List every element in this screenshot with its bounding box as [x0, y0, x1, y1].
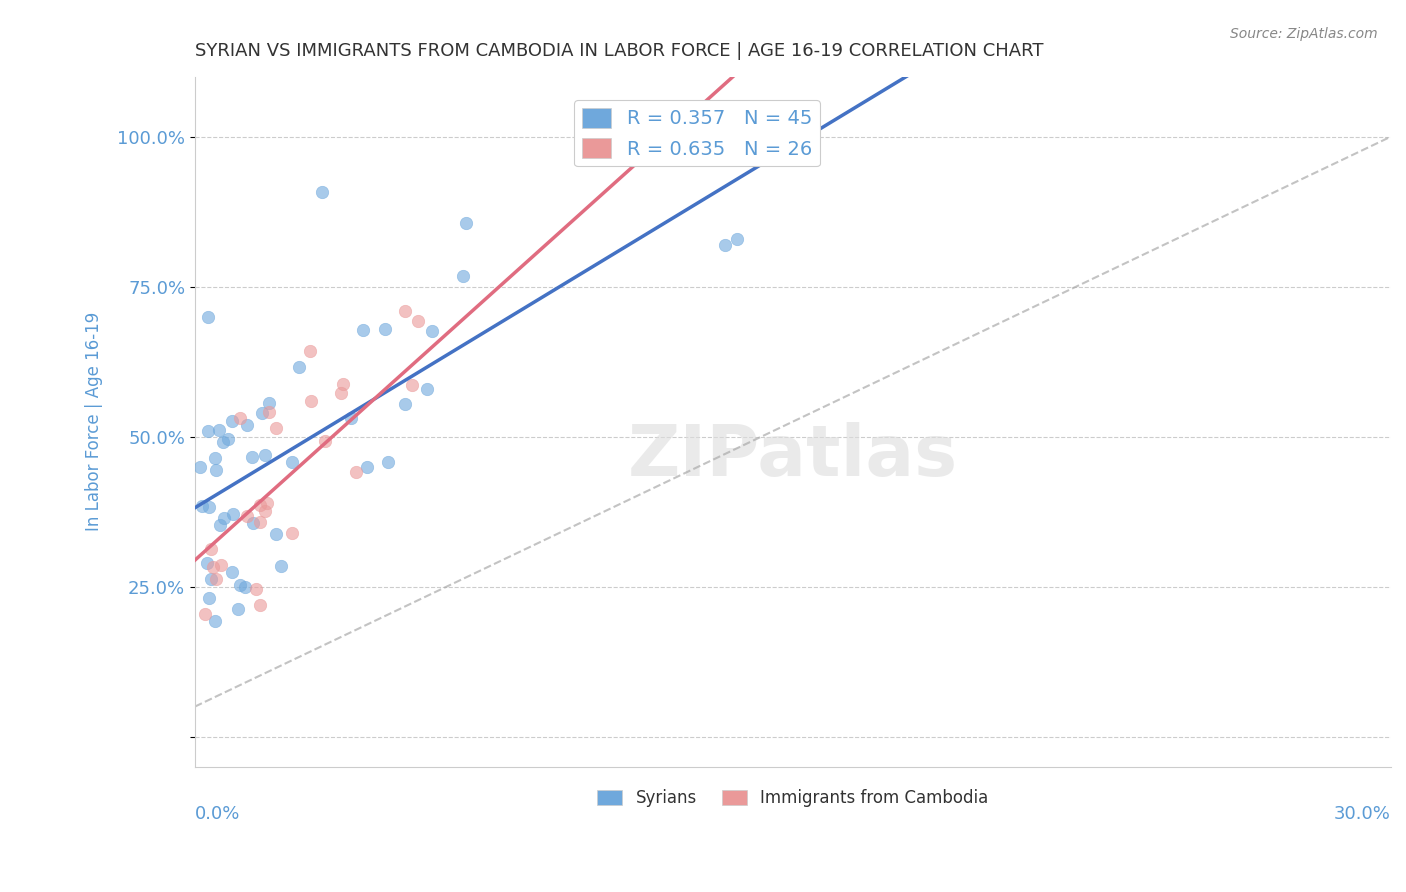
- Point: [287, 359, 309, 374]
- Point: [214, 511, 236, 525]
- Point: [311, 186, 333, 200]
- Point: [394, 397, 416, 411]
- Point: [264, 527, 287, 541]
- Text: 30.0%: 30.0%: [1334, 805, 1391, 823]
- Point: [416, 382, 439, 396]
- Y-axis label: In Labor Force | Age 16-19: In Labor Force | Age 16-19: [86, 312, 103, 532]
- Point: [200, 541, 222, 556]
- Point: [270, 559, 292, 574]
- Point: [236, 418, 259, 433]
- Point: [205, 572, 228, 586]
- Point: [208, 518, 231, 533]
- Point: [401, 378, 423, 392]
- Text: SYRIAN VS IMMIGRANTS FROM CAMBODIA IN LABOR FORCE | AGE 16-19 CORRELATION CHART: SYRIAN VS IMMIGRANTS FROM CAMBODIA IN LA…: [195, 42, 1043, 60]
- Point: [249, 498, 271, 512]
- Point: [725, 231, 748, 245]
- Point: [221, 414, 243, 428]
- Point: [202, 560, 225, 574]
- Point: [253, 448, 276, 462]
- Point: [257, 396, 280, 410]
- Point: [356, 459, 378, 474]
- Point: [191, 499, 214, 513]
- Point: [229, 410, 252, 425]
- Point: [344, 465, 367, 479]
- Point: [718, 129, 741, 144]
- Point: [264, 421, 287, 435]
- Point: [314, 434, 336, 448]
- Text: Source: ZipAtlas.com: Source: ZipAtlas.com: [1230, 27, 1378, 41]
- Point: [222, 507, 245, 521]
- Point: [406, 314, 429, 328]
- Point: [195, 556, 218, 570]
- Point: [198, 591, 221, 605]
- Point: [204, 614, 226, 628]
- Point: [200, 572, 222, 586]
- Point: [194, 607, 217, 621]
- Text: 0.0%: 0.0%: [195, 805, 240, 823]
- Legend: Syrians, Immigrants from Cambodia: Syrians, Immigrants from Cambodia: [591, 782, 995, 814]
- Point: [252, 406, 274, 420]
- Point: [205, 462, 228, 476]
- Point: [714, 237, 737, 252]
- Point: [217, 432, 239, 446]
- Point: [229, 578, 252, 592]
- Point: [236, 508, 259, 523]
- Point: [352, 323, 374, 337]
- Point: [456, 216, 478, 230]
- Point: [299, 344, 322, 359]
- Point: [204, 450, 226, 465]
- Point: [394, 304, 416, 318]
- Point: [228, 602, 250, 616]
- Point: [330, 386, 353, 401]
- Point: [245, 582, 267, 597]
- Point: [256, 496, 278, 510]
- Point: [451, 268, 474, 283]
- Point: [212, 434, 235, 449]
- Point: [197, 425, 219, 439]
- Point: [188, 460, 211, 475]
- Point: [377, 455, 399, 469]
- Point: [253, 504, 276, 518]
- Point: [249, 599, 271, 613]
- Point: [281, 525, 304, 540]
- Text: ZIPatlas: ZIPatlas: [628, 422, 957, 491]
- Point: [242, 516, 264, 531]
- Point: [208, 423, 231, 437]
- Point: [281, 455, 304, 469]
- Point: [249, 516, 271, 530]
- Point: [259, 405, 281, 419]
- Point: [299, 393, 322, 408]
- Point: [235, 580, 257, 594]
- Point: [198, 500, 221, 514]
- Point: [197, 310, 219, 325]
- Point: [332, 376, 354, 391]
- Point: [221, 565, 243, 579]
- Point: [420, 324, 443, 338]
- Point: [340, 411, 363, 425]
- Point: [374, 322, 396, 336]
- Point: [209, 558, 232, 572]
- Point: [240, 450, 263, 465]
